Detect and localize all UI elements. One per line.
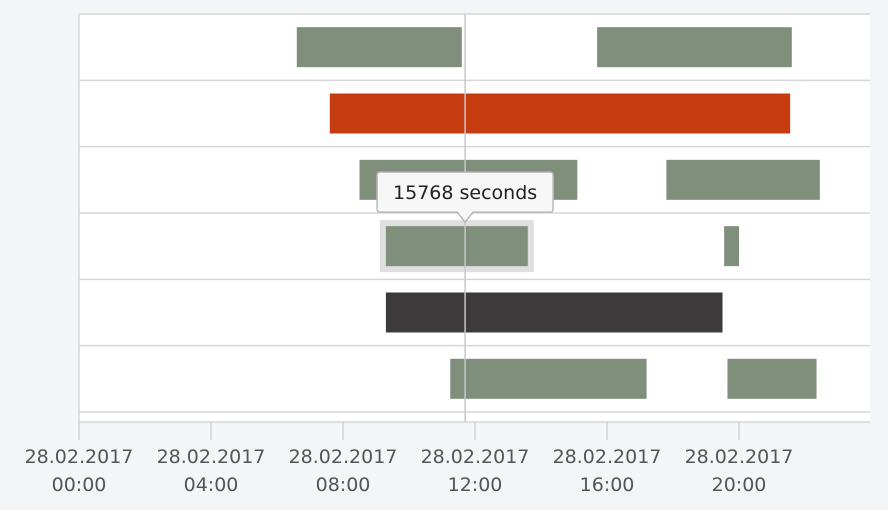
bar-row-3-2[interactable]	[666, 159, 820, 200]
bar-row-2-1[interactable]	[329, 93, 791, 134]
x-tick-date-label: 28.02.2017	[421, 446, 530, 468]
plot-background	[79, 14, 870, 422]
bar-row-4-1[interactable]	[385, 226, 528, 267]
bar-row-6-2[interactable]	[727, 358, 817, 399]
x-tick-time-label: 16:00	[580, 474, 635, 496]
bar-row-1-1[interactable]	[296, 27, 462, 68]
x-tick-date-label: 28.02.2017	[157, 446, 266, 468]
x-tick-date-label: 28.02.2017	[25, 446, 134, 468]
bar-row-5-1[interactable]	[385, 292, 723, 333]
x-axis: 28.02.2017 00:00 28.02.2017 04:00 28.02.2017…	[25, 422, 794, 496]
tooltip-box	[376, 171, 554, 224]
x-tick-time-label: 08:00	[316, 474, 371, 496]
tooltip: 15768 seconds	[376, 171, 554, 224]
bar-row-6-1[interactable]	[450, 358, 647, 399]
x-tick-time-label: 04:00	[184, 474, 239, 496]
x-tick-time-label: 20:00	[712, 474, 767, 496]
x-tick-date-label: 28.02.2017	[553, 446, 662, 468]
tooltip-text: 15768 seconds	[393, 182, 537, 204]
bar-row-1-2[interactable]	[597, 27, 792, 68]
bar-row-4-2[interactable]	[724, 226, 739, 267]
x-tick-time-label: 00:00	[52, 474, 107, 496]
x-tick-date-label: 28.02.2017	[685, 446, 794, 468]
x-tick-date-label: 28.02.2017	[289, 446, 398, 468]
x-tick-time-label: 12:00	[448, 474, 503, 496]
